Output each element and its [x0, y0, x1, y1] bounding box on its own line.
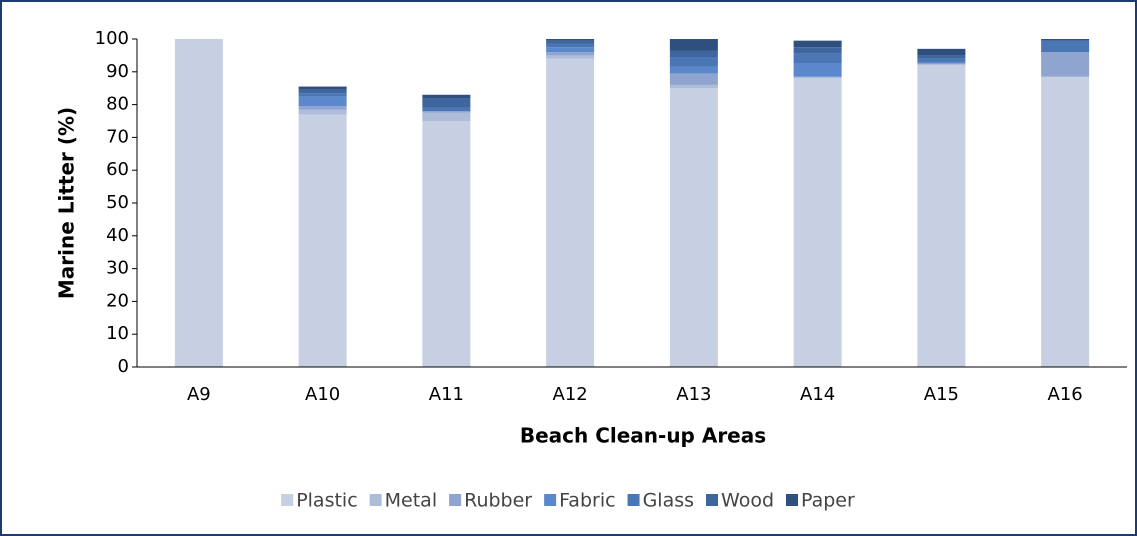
- y-tick-label: 80: [106, 94, 129, 115]
- bar-segment: [917, 48, 966, 56]
- bar-segment: [546, 47, 595, 53]
- bar-segment: [1041, 52, 1090, 77]
- bar-segment: [669, 73, 718, 85]
- bar-segment: [793, 53, 842, 64]
- bar-segment: [298, 86, 347, 90]
- legend-label: Wood: [721, 490, 774, 512]
- legend-swatch: [627, 494, 640, 506]
- bar-segment: [298, 109, 347, 115]
- legend-label: Plastic: [296, 490, 357, 512]
- bar-segment: [917, 61, 966, 64]
- x-axis-label: Beach Clean-up Areas: [520, 424, 766, 448]
- legend-swatch: [706, 494, 719, 506]
- x-tick-label: A9: [187, 384, 211, 405]
- bar-segment: [422, 98, 471, 108]
- x-tick-label: A12: [553, 384, 588, 405]
- y-tick-label: 10: [106, 323, 129, 344]
- bar-segment: [546, 58, 595, 368]
- x-tick-label: A13: [676, 384, 711, 405]
- legend-swatch: [369, 494, 382, 506]
- bar-segment: [422, 112, 471, 121]
- bar-segment: [298, 93, 347, 97]
- bar-segment: [422, 107, 471, 112]
- y-tick-label: 0: [118, 356, 129, 377]
- y-tick-label: 60: [106, 159, 129, 180]
- bar-segment: [917, 63, 966, 66]
- y-tick-label: 70: [106, 126, 129, 147]
- bar-segment: [669, 84, 718, 89]
- bar-segment: [1041, 76, 1090, 367]
- bar-segment: [546, 40, 595, 44]
- bar-segment: [1041, 39, 1090, 41]
- bar-segment: [793, 78, 842, 368]
- bar-segment: [298, 96, 347, 107]
- bar-segment: [546, 43, 595, 48]
- bar-segment: [793, 47, 842, 54]
- bar-segment: [174, 39, 223, 367]
- legend-swatch: [544, 494, 557, 506]
- bar-segment: [546, 39, 595, 41]
- bar-segment: [546, 52, 595, 56]
- x-tick-label: A14: [800, 384, 835, 405]
- legend-label: Paper: [801, 490, 855, 512]
- bar-segment: [669, 66, 718, 74]
- legend-swatch: [281, 494, 294, 506]
- bar-segment: [917, 55, 966, 59]
- bar-segment: [669, 50, 718, 58]
- legend-label: Glass: [643, 490, 694, 512]
- y-tick-label: 90: [106, 61, 129, 82]
- bar-segment: [669, 39, 718, 51]
- bar-segment: [917, 65, 966, 368]
- bar-segment: [298, 106, 347, 110]
- bar-segment: [793, 63, 842, 77]
- y-tick-label: 100: [95, 28, 129, 49]
- x-tick-label: A15: [924, 384, 959, 405]
- bar-segment: [669, 88, 718, 367]
- x-tick-label: A16: [1048, 384, 1083, 405]
- bar-segment: [422, 121, 471, 367]
- bar-segment: [422, 111, 471, 113]
- legend-label: Fabric: [559, 490, 615, 512]
- x-tick-label: A11: [429, 384, 464, 405]
- y-tick-label: 20: [106, 290, 129, 311]
- y-tick-label: 50: [106, 192, 129, 213]
- bar-segment: [669, 57, 718, 67]
- bar-segment: [298, 89, 347, 94]
- legend-swatch: [786, 494, 798, 506]
- legend-label: Metal: [385, 490, 437, 512]
- bar-segment: [793, 76, 842, 79]
- legend-label: Rubber: [464, 490, 532, 512]
- x-tick-label: A10: [305, 384, 340, 405]
- y-tick-label: 40: [106, 225, 129, 246]
- bar-segment: [422, 94, 471, 99]
- y-tick-label: 30: [106, 258, 129, 279]
- bar-segment: [917, 58, 966, 62]
- bar-segment: [793, 40, 842, 48]
- bar-segment: [298, 114, 347, 367]
- bar-segment: [546, 55, 595, 59]
- y-axis-label: Marine Litter (%): [55, 107, 79, 299]
- legend-swatch: [449, 494, 462, 506]
- bar-segment: [1041, 40, 1090, 53]
- legend: Plastic Metal Rubber Fabric Glass Wood Paper: [281, 490, 855, 512]
